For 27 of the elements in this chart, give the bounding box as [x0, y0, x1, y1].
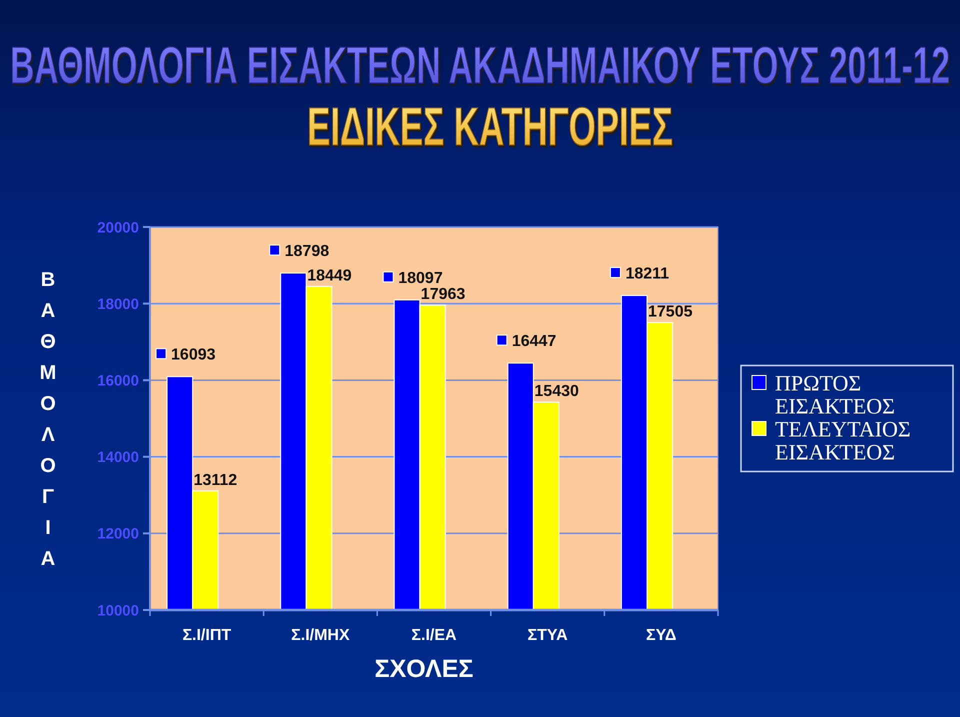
data-label: 18798: [284, 243, 330, 260]
data-label: 15430: [534, 383, 579, 400]
y-tick-label: 14000: [97, 449, 139, 466]
x-tick-label: Σ.Ι/ΜΗΧ: [291, 627, 350, 644]
chart-title: ΒΑΘΜΟΛΟΓΙΑ ΕΙΣΑΚΤΕΩΝ ΑΚΑΔΗΜΑΙΚΟΥ ΕΤΟΥΣ 2011-12: [10, 36, 950, 95]
data-label: 16093: [171, 346, 216, 364]
data-label: 13112: [194, 472, 238, 489]
legend-label: ΤΕΛΕΥΤΑΙΟΣ ΕΙΣΑΚΤΕΟΣ: [775, 416, 911, 464]
legend-label: ΠΡΩΤΟΣ ΕΙΣΑΚΤΕΟΣ: [775, 370, 895, 418]
y-tick-label: 16000: [97, 372, 139, 390]
data-label: 17963: [420, 286, 466, 304]
y-tick-label: 12000: [97, 526, 139, 543]
x-tick-label: Σ.Ι/ΕΑ: [411, 627, 458, 644]
chart-subtitle: ΕΙΔΙΚΕΣ ΚΑΤΗΓΟΡΙΕΣ: [307, 96, 673, 157]
data-label: 18097: [398, 270, 443, 287]
y-tick-label: 20000: [97, 219, 139, 236]
data-label: 18211: [625, 266, 670, 283]
data-label: 18449: [307, 267, 352, 284]
x-tick-label: ΣΥΔ: [646, 627, 676, 644]
y-tick-label: 10000: [97, 602, 139, 620]
data-label: 17505: [648, 304, 693, 321]
x-tick-label: ΣΤΥΑ: [528, 627, 568, 644]
x-tick-label: Σ.Ι/ΙΠΤ: [182, 627, 232, 644]
y-tick-label: 18000: [97, 296, 139, 313]
text: ΒΑΘΜΟΛΟΓΙΑ: [40, 269, 56, 570]
data-label: 16447: [512, 333, 556, 350]
x-axis-title: ΣΧΟΛΕΣ: [374, 655, 474, 683]
